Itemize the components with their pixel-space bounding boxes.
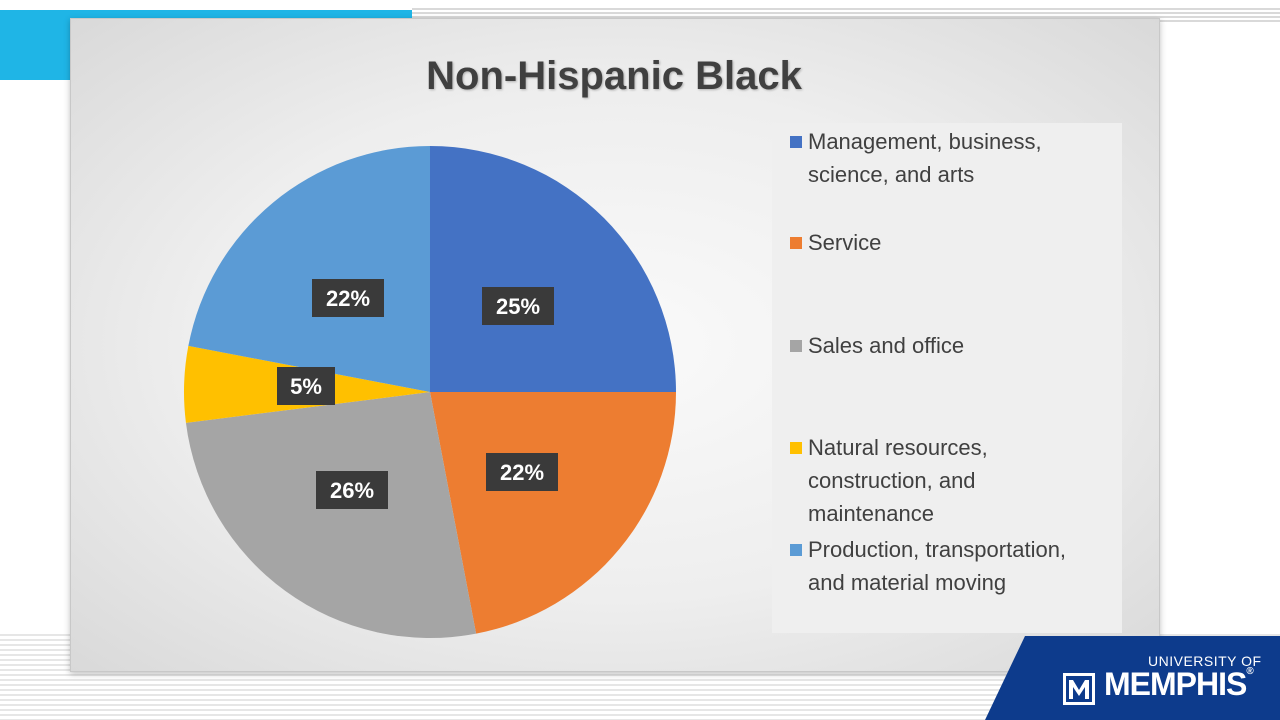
legend-line: and material moving — [808, 570, 1007, 595]
legend-line: Production, transportation, — [808, 537, 1067, 562]
data-label-box — [316, 471, 388, 509]
data-label-text: 25% — [496, 294, 540, 319]
legend-text-production: Production, transportation, and material… — [808, 533, 1118, 599]
legend-swatch-management — [790, 136, 802, 148]
legend-text-service: Service — [808, 226, 1118, 259]
university-logo-band — [985, 636, 1280, 720]
logo-main-word: MEMPHIS — [1104, 666, 1247, 702]
logo-main-text: MEMPHIS® — [1104, 666, 1254, 703]
data-label-service: 22% — [486, 453, 558, 491]
legend-swatch-service — [790, 237, 802, 249]
legend-line: Service — [808, 230, 882, 255]
pie-slice-management — [430, 146, 676, 392]
pie-slice-service — [430, 392, 676, 634]
legend-text-sales: Sales and office — [808, 329, 1118, 362]
university-m-icon — [1063, 673, 1095, 705]
legend-line: construction, and — [808, 468, 976, 493]
chart-title: Non-Hispanic Black — [426, 54, 802, 98]
legend-text-natural-resources: Natural resources, construction, and mai… — [808, 431, 1118, 530]
legend-line: Natural resources, — [808, 435, 988, 460]
data-label-sales: 26% — [316, 471, 388, 509]
legend-swatch-production — [790, 544, 802, 556]
legend-text-management: Management, business, science, and arts — [808, 125, 1118, 191]
data-label-text: 5% — [290, 374, 322, 399]
data-label-box — [277, 367, 335, 405]
legend-line: Sales and office — [808, 333, 965, 358]
registered-mark: ® — [1246, 666, 1253, 677]
data-label-natural-resources: 5% — [277, 367, 335, 405]
legend-swatch-sales — [790, 340, 802, 352]
pie-slice-production — [188, 146, 430, 392]
legend-swatch-natural-resources — [790, 442, 802, 454]
data-label-box — [486, 453, 558, 491]
legend-line: Management, business, — [808, 129, 1042, 154]
pie-slice-sales — [185, 392, 477, 638]
logo-top-text: UNIVERSITY OF — [1148, 653, 1262, 669]
data-label-management: 25% — [482, 287, 554, 325]
chart-legend: Management, business, science, and arts … — [772, 123, 1122, 633]
data-label-text: 22% — [326, 286, 370, 311]
data-label-text: 26% — [330, 478, 374, 503]
data-label-production: 22% — [312, 279, 384, 317]
data-label-box — [482, 287, 554, 325]
data-label-box — [312, 279, 384, 317]
legend-line: science, and arts — [808, 162, 975, 187]
data-label-text: 22% — [500, 460, 544, 485]
legend-line: maintenance — [808, 501, 934, 526]
